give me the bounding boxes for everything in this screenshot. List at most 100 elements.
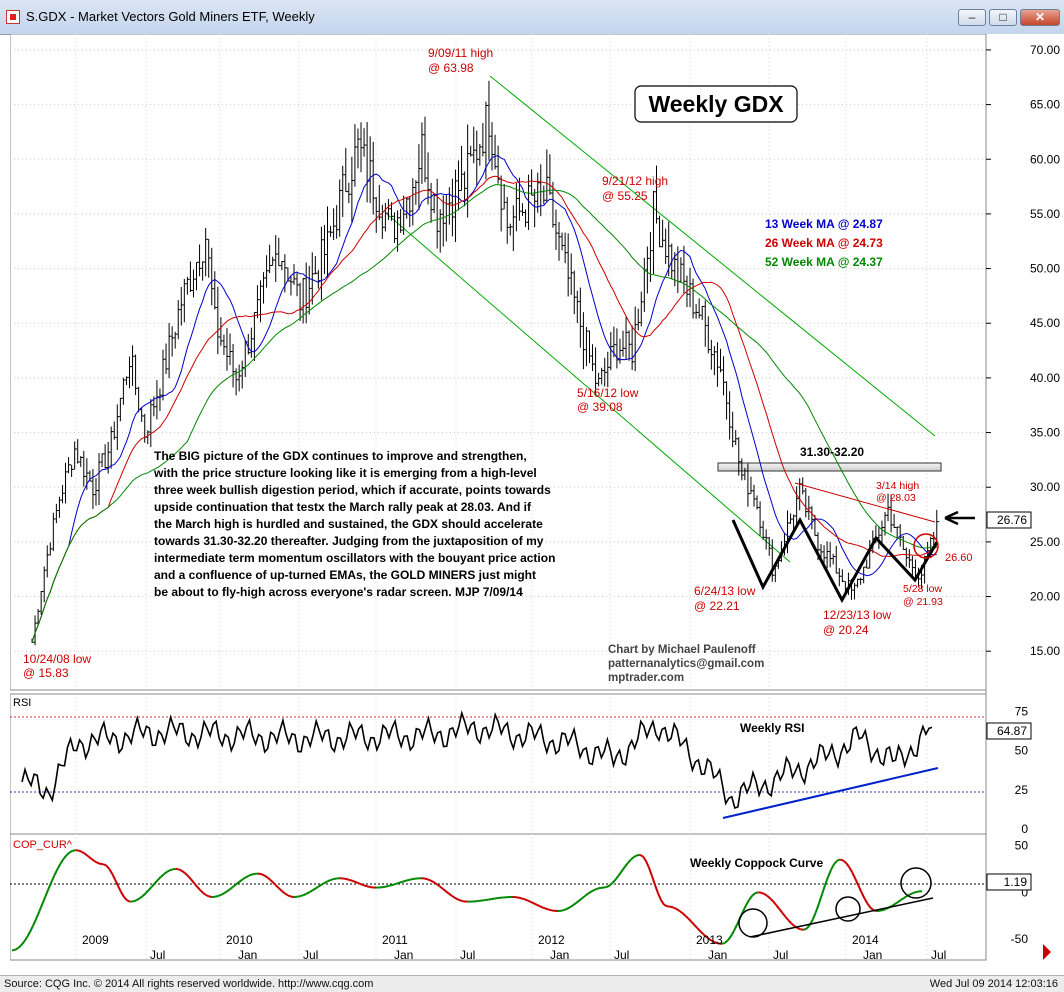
- coppock-segment: [640, 855, 643, 857]
- annotation-low-2013b-l1: 12/23/13 low: [823, 608, 891, 622]
- rsi-panel-frame: [10, 694, 986, 834]
- coppock-segment: [170, 869, 173, 870]
- coppock-segment: [97, 863, 100, 864]
- coppock-segment: [218, 895, 221, 896]
- rsi-label: RSI: [13, 697, 31, 709]
- coppock-segment: [103, 864, 106, 865]
- annotation-high-2012-l1: 9/21/12 high: [602, 174, 668, 188]
- chart-title: Weekly GDX: [648, 91, 784, 117]
- annotation-high-2014-l2: @ 28.03: [876, 492, 916, 504]
- time-label: Jan: [550, 948, 569, 962]
- coppock-segment: [519, 898, 522, 899]
- time-label: Jul: [931, 948, 946, 962]
- commentary-line: intermediate term momentum oscillators w…: [154, 551, 555, 565]
- coppock-segment: [546, 909, 549, 910]
- annotation-low-2012-l2: @ 39.08: [577, 400, 623, 414]
- coppock-segment: [597, 888, 600, 889]
- commentary-line: the March high is hurdled and sustained,…: [154, 517, 543, 531]
- commentary-line: upside continuation that testx the March…: [154, 500, 532, 514]
- coppock-segment: [206, 895, 209, 896]
- coppock-segment: [564, 909, 567, 910]
- commentary-line: towards 31.30-32.20 thereafter. Judging …: [154, 534, 544, 548]
- coppock-segment: [215, 896, 218, 897]
- annotation-low-2013b-l2: @ 20.24: [823, 623, 869, 637]
- coppock-segment: [755, 892, 758, 893]
- coppock-segment: [540, 906, 543, 907]
- price-tick-label: 70.00: [1030, 43, 1060, 57]
- coppock-segment: [637, 855, 640, 856]
- time-label: Jul: [303, 948, 318, 962]
- coppock-segment: [355, 882, 358, 883]
- coppock-segment: [537, 905, 540, 906]
- time-label: Jan: [708, 948, 727, 962]
- coppock-segment: [561, 910, 564, 911]
- coppock-label: COP_CUR^: [13, 839, 73, 851]
- price-tick-label: 20.00: [1030, 590, 1060, 604]
- coppock-segment: [252, 874, 255, 875]
- coppock-segment: [391, 884, 394, 885]
- circle-level-label: 26.60: [945, 552, 973, 564]
- annotation-low-2008-l2: @ 15.83: [23, 666, 69, 680]
- coppock-segment: [403, 881, 406, 882]
- coppock-segment: [910, 893, 913, 894]
- coppock-segment: [79, 851, 82, 852]
- time-label: Jan: [238, 948, 257, 962]
- coppock-segment: [604, 887, 607, 888]
- resistance-label: 31.30-32.20: [800, 445, 864, 459]
- coppock-segment: [428, 879, 431, 880]
- coppock-segment: [916, 891, 919, 892]
- coppock-segment: [133, 900, 136, 901]
- annotation-high-2012-l2: @ 55.25: [602, 189, 648, 203]
- commentary-line: be about to fly-high across everyone's r…: [154, 585, 523, 599]
- price-tick-label: 50.00: [1030, 262, 1060, 276]
- price-tick-label: 25.00: [1030, 535, 1060, 549]
- time-label: Jul: [773, 948, 788, 962]
- time-label: 2010: [226, 933, 253, 947]
- coppock-segment: [522, 898, 525, 899]
- window-titlebar: S.GDX - Market Vectors Gold Miners ETF, …: [0, 0, 1064, 35]
- commentary-line: three week bullish digestion period, whi…: [154, 483, 551, 497]
- ma13-legend: 13 Week MA @ 24.87: [765, 217, 883, 231]
- coppock-segment: [798, 928, 801, 929]
- rsi-tick-label: 0: [1021, 822, 1028, 836]
- coppock-segment: [364, 885, 367, 886]
- coppock-segment: [127, 901, 130, 902]
- coppock-segment: [673, 907, 676, 908]
- coppock-segment: [543, 908, 546, 909]
- coppock-segment: [361, 884, 364, 885]
- coppock-segment: [549, 910, 552, 911]
- coppock-segment: [388, 885, 391, 886]
- commentary-line: and a confluence of up-turned EMAs, the …: [154, 568, 536, 582]
- coppock-segment: [837, 860, 840, 861]
- coppock-segment: [331, 879, 334, 880]
- coppock-segment: [327, 880, 330, 881]
- coppock-last-value: 1.19: [1004, 875, 1028, 889]
- last-price: 26.76: [997, 513, 1027, 527]
- annotation-low-2013a-l1: 6/24/13 low: [694, 584, 756, 598]
- price-axis: 70.0065.0060.0055.0050.0045.0040.0035.00…: [986, 43, 1060, 658]
- scroll-right-icon[interactable]: [1043, 944, 1051, 960]
- coppock-segment: [324, 881, 327, 883]
- coppock-segment: [594, 889, 597, 890]
- coppock-segment: [406, 880, 409, 881]
- annotation-high-2011-l1: 9/09/11 high: [428, 46, 493, 60]
- coppock-segment: [249, 875, 252, 876]
- coppock-segment: [288, 895, 291, 896]
- chart-svg: Weekly GDX 13 Week MA @ 24.87 26 Week MA…: [10, 34, 1064, 975]
- close-button[interactable]: ✕: [1020, 9, 1060, 26]
- coppock-segment: [73, 850, 76, 851]
- rsi-tick-label: 50: [1015, 744, 1029, 758]
- annotation-low-2014-l1: 5/28 low: [903, 583, 943, 595]
- commentary-line: with the price structure looking like it…: [153, 466, 537, 480]
- minimize-button[interactable]: –: [958, 9, 986, 26]
- coppock-axis: 500-50: [1011, 838, 1029, 946]
- commentary-line: The BIG picture of the GDX continues to …: [154, 449, 527, 463]
- coppock-segment: [528, 901, 531, 902]
- chart-area[interactable]: Weekly GDX 13 Week MA @ 24.87 26 Week MA…: [10, 34, 1064, 975]
- commentary-text: The BIG picture of the GDX continues to …: [153, 449, 555, 599]
- annotation-high-2011-l2: @ 63.98: [428, 61, 474, 75]
- annotation-low-2012-l1: 5/16/12 low: [577, 386, 639, 400]
- restore-button[interactable]: □: [989, 9, 1017, 26]
- credit-author: Chart by Michael Paulenoff: [608, 644, 756, 656]
- price-tick-label: 15.00: [1030, 644, 1060, 658]
